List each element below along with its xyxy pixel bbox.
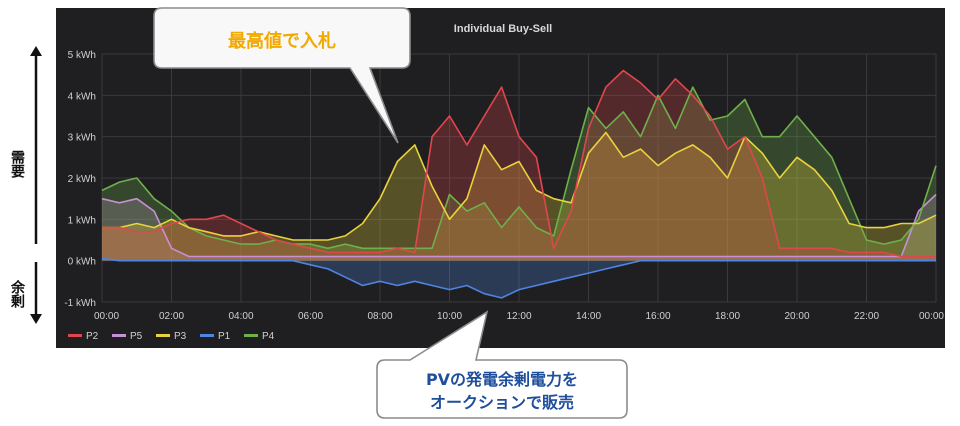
area-p4 (102, 87, 936, 261)
legend[interactable]: P2 P5 P3 P1 P4 (68, 331, 275, 342)
x-tick-label: 20:00 (784, 311, 809, 322)
line-p3 (102, 131, 937, 241)
bottom-callout: PVの発電余剰電力を オークションで販売 (376, 310, 628, 419)
x-tick-label: 18:00 (715, 311, 740, 322)
y-tick-label: 2 kWh (68, 174, 96, 185)
surplus-label: 余剰 (9, 280, 25, 308)
legend-swatch (68, 334, 82, 337)
y-tick-label: 4 kWh (68, 91, 96, 102)
x-tick-label: 10:00 (437, 311, 462, 322)
series-lines (101, 69, 937, 299)
line-p2 (102, 69, 936, 258)
legend-label: P5 (130, 331, 143, 342)
legend-label: P2 (86, 331, 99, 342)
x-tick-label: 04:00 (228, 311, 253, 322)
legend-item-p3[interactable]: P3 (156, 331, 187, 342)
area-p1 (102, 258, 936, 298)
line-p5 (101, 193, 937, 258)
y-tick-label: 1 kWh (68, 215, 96, 226)
line-p4 (101, 86, 937, 250)
top-callout: 最高値で入札 (153, 7, 411, 144)
legend-swatch (112, 334, 126, 337)
legend-item-p4[interactable]: P4 (244, 331, 275, 342)
legend-swatch (156, 334, 170, 337)
legend-item-p5[interactable]: P5 (112, 331, 143, 342)
chart-svg: Individual Buy-Sell -1 kWh 0 kWh 1 kWh 2 kW… (64, 23, 944, 342)
top-callout-text: 最高値で入札 (228, 30, 336, 52)
demand-label: 需要 (9, 150, 25, 178)
chart-panel: Individual Buy-Sell -1 kWh 0 kWh 1 kWh 2 kW… (56, 8, 945, 348)
chart-title: Individual Buy-Sell (454, 23, 552, 35)
line-p1 (101, 257, 936, 299)
x-tick-label: 00:00 (94, 311, 119, 322)
x-tick-label: 16:00 (645, 311, 670, 322)
y-axis-ticks: -1 kWh 0 kWh 1 kWh 2 kWh 3 kWh 4 kWh 5 kWh (64, 50, 96, 309)
y-tick-label: 0 kWh (68, 257, 96, 268)
x-tick-label: 08:00 (367, 311, 392, 322)
area-p2 (102, 70, 936, 261)
legend-swatch (200, 334, 214, 337)
x-tick-label: 02:00 (159, 311, 184, 322)
bottom-callout-line2: オークションで販売 (430, 393, 574, 412)
x-tick-label: 22:00 (854, 311, 879, 322)
legend-label: P4 (262, 331, 275, 342)
x-tick-label: 06:00 (298, 311, 323, 322)
legend-item-p1[interactable]: P1 (200, 331, 231, 342)
x-tick-label: 12:00 (506, 311, 531, 322)
legend-item-p2[interactable]: P2 (68, 331, 99, 342)
area-p3 (102, 132, 936, 261)
x-tick-label: 14:00 (576, 311, 601, 322)
x-axis-ticks: 00:00 02:00 04:00 06:00 08:00 10:00 12:00 14:00… (94, 311, 944, 322)
surplus-arrow-icon (30, 262, 42, 324)
demand-arrow-icon (30, 46, 42, 244)
x-tick-label: 00:00 (919, 311, 944, 322)
y-tick-label: -1 kWh (64, 298, 96, 309)
y-tick-label: 5 kWh (68, 50, 96, 61)
y-tick-label: 3 kWh (68, 133, 96, 144)
bottom-callout-line1: PVの発電余剰電力を (426, 370, 578, 389)
series-areas (102, 70, 936, 298)
legend-label: P1 (218, 331, 231, 342)
legend-label: P3 (174, 331, 187, 342)
legend-swatch (244, 334, 258, 337)
